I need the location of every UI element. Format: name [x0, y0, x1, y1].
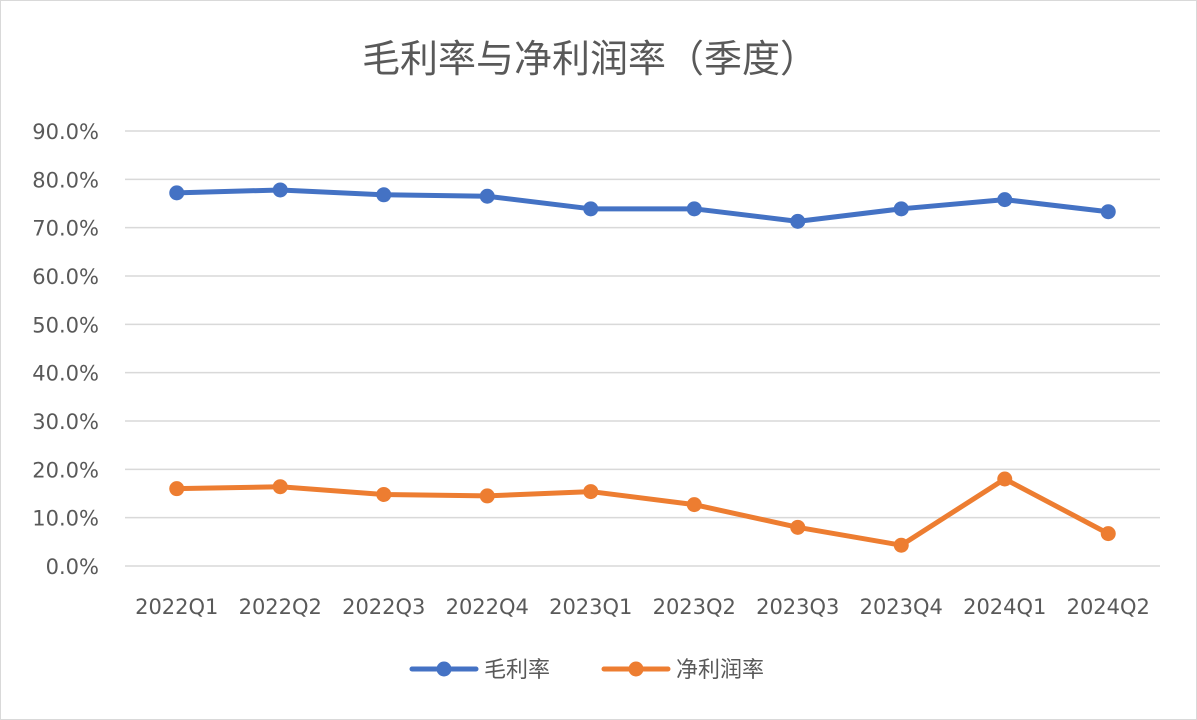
legend-label: 毛利率	[484, 658, 550, 683]
x-tick-label: 2023Q1	[549, 595, 632, 619]
y-tick-label: 80.0%	[32, 168, 99, 192]
data-point	[272, 479, 288, 495]
x-tick-label: 2022Q3	[342, 595, 425, 619]
x-tick-label: 2024Q2	[1067, 595, 1150, 619]
y-tick-label: 40.0%	[32, 362, 99, 386]
series-line	[174, 476, 1111, 548]
data-point	[686, 497, 702, 513]
data-point	[583, 201, 599, 217]
x-tick-label: 2023Q3	[756, 595, 839, 619]
x-tick-label: 2022Q1	[135, 595, 218, 619]
y-tick-label: 60.0%	[32, 265, 99, 289]
data-point	[169, 481, 185, 497]
data-point	[997, 471, 1013, 487]
legend-swatch-marker	[628, 661, 644, 677]
data-point	[376, 187, 392, 203]
data-point	[479, 488, 495, 504]
y-tick-label: 10.0%	[32, 507, 99, 531]
data-point	[272, 182, 288, 198]
legend-item: 毛利率	[409, 658, 550, 683]
y-tick-label: 70.0%	[32, 217, 99, 241]
data-point	[997, 192, 1013, 208]
data-point	[1100, 526, 1116, 542]
x-tick-label: 2023Q2	[653, 595, 736, 619]
y-axis-ticks: 0.0% 10.0% 20.0% 30.0% 40.0% 50.0% 60.0% 70.0% 8…	[32, 120, 99, 579]
series-1	[169, 182, 1116, 229]
gridlines	[125, 130, 1160, 567]
data-point	[790, 519, 806, 535]
y-tick-label: 50.0%	[32, 313, 99, 337]
series-group	[169, 182, 1116, 553]
y-tick-label: 90.0%	[32, 120, 99, 144]
data-point	[790, 213, 806, 229]
data-point	[1100, 204, 1116, 220]
data-point	[479, 188, 495, 204]
y-tick-label: 30.0%	[32, 410, 99, 434]
data-point	[376, 486, 392, 502]
y-tick-label: 20.0%	[32, 458, 99, 482]
data-point	[169, 185, 185, 201]
data-point	[893, 201, 909, 217]
series-2	[169, 471, 1116, 553]
x-axis-ticks: 2022Q1 2022Q2 2022Q3 2022Q4 2023Q1 2023Q2 2023…	[135, 595, 1150, 619]
data-point	[686, 201, 702, 217]
data-point	[583, 484, 599, 500]
legend-item: 净利润率	[601, 658, 764, 683]
y-tick-label: 0.0%	[46, 555, 99, 579]
data-point	[893, 537, 909, 553]
legend-swatch-marker	[436, 661, 452, 677]
x-tick-label: 2023Q4	[860, 595, 943, 619]
x-tick-label: 2024Q1	[963, 595, 1046, 619]
series-line	[174, 187, 1111, 224]
legend-label: 净利润率	[676, 658, 764, 683]
x-tick-label: 2022Q2	[239, 595, 322, 619]
chart-title: 毛利率与净利润率（季度）	[362, 37, 818, 81]
x-tick-label: 2022Q4	[446, 595, 529, 619]
legend: 毛利率 净利润率	[409, 658, 764, 683]
